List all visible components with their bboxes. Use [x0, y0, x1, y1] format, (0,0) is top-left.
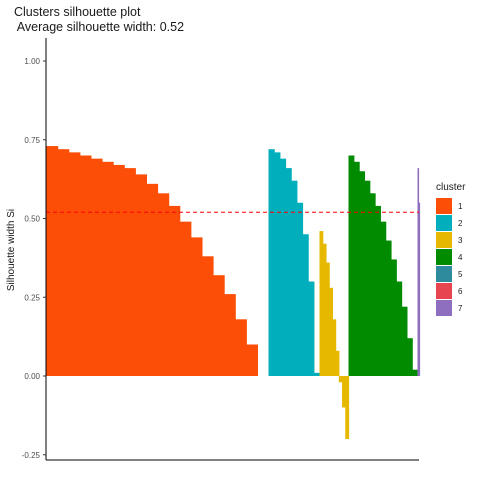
cluster-2-bar	[274, 152, 281, 376]
cluster-3-bar	[338, 376, 343, 383]
cluster-1-bar	[46, 146, 59, 376]
cluster-7-bar	[417, 168, 420, 376]
legend-label-7: 7	[458, 304, 463, 313]
cluster-1-bar	[190, 237, 203, 376]
cluster-3-bar	[322, 243, 327, 376]
cluster-2-bar	[279, 158, 287, 376]
cluster-3-bar	[335, 350, 340, 376]
legend-label-4: 4	[458, 253, 463, 262]
legend-title: cluster	[436, 182, 466, 193]
cluster-3-bar	[342, 376, 346, 408]
cluster-3-bar	[329, 287, 333, 376]
cluster-2-bar	[285, 168, 292, 376]
cluster-1-bar	[235, 319, 247, 376]
y-tick-label: 0.50	[24, 215, 40, 224]
cluster-4-bar	[412, 369, 419, 376]
legend-label-3: 3	[458, 236, 463, 245]
legend-label-6: 6	[458, 287, 463, 296]
legend-label-5: 5	[458, 270, 463, 279]
cluster-4-bar	[390, 259, 397, 376]
cluster-1-bar	[179, 221, 192, 376]
cluster-3-bar	[345, 376, 350, 439]
cluster-4-bar	[348, 155, 355, 376]
cluster-4-bar	[353, 161, 360, 376]
cluster-4-bar	[406, 338, 413, 376]
cluster-2-bar	[296, 202, 304, 376]
legend-swatch-2	[436, 215, 452, 231]
legend-swatch-4	[436, 249, 452, 265]
y-tick-label: 1.00	[24, 57, 40, 66]
chart-subtitle: Average silhouette width: 0.52	[14, 20, 184, 34]
cluster-2-bar	[313, 372, 321, 376]
cluster-2-bar	[302, 234, 309, 376]
cluster-4-bar	[385, 240, 392, 376]
cluster-1-bar	[201, 256, 214, 376]
legend-label-2: 2	[458, 219, 463, 228]
legend: cluster 1 2 3 4 5 6 7	[436, 182, 466, 316]
cluster-1-bar	[113, 164, 125, 376]
cluster-1-bar	[90, 158, 103, 376]
y-tick-label: -0.25	[22, 451, 41, 460]
y-ticks-group: -0.25 0.00 0.25 0.50 0.75 1.00	[22, 57, 46, 460]
cluster-1-bar	[79, 155, 92, 376]
legend-swatch-6	[436, 283, 452, 299]
cluster-4-bar	[369, 193, 376, 376]
cluster-7-bar	[418, 202, 421, 376]
y-tick-label: 0.00	[24, 372, 40, 381]
cluster-1-bar	[135, 174, 147, 376]
chart-title: Clusters silhouette plot	[14, 5, 141, 19]
cluster-4-bar	[396, 281, 403, 376]
cluster-3-bar	[325, 262, 330, 376]
cluster-1-bar	[224, 294, 236, 376]
cluster-4-bar	[364, 180, 371, 376]
cluster-4-bar	[359, 171, 366, 376]
cluster-1-bar	[146, 183, 159, 376]
legend-swatch-1	[436, 198, 452, 214]
y-tick-label: 0.75	[24, 136, 40, 145]
legend-swatch-3	[436, 232, 452, 248]
y-tick-label: 0.25	[24, 293, 40, 302]
cluster-1-bar	[157, 193, 170, 376]
cluster-4-bar	[401, 306, 408, 376]
cluster-1-bar	[68, 152, 81, 376]
bars-group	[46, 146, 421, 439]
y-axis-label: Silhouette width Si	[6, 209, 17, 291]
legend-label-1: 1	[458, 202, 463, 211]
cluster-1-bar	[57, 149, 70, 376]
cluster-1-bar	[168, 205, 181, 376]
cluster-2-bar	[308, 281, 315, 376]
cluster-1-bar	[124, 168, 136, 376]
cluster-1-bar	[102, 161, 114, 376]
cluster-4-bar	[375, 205, 381, 376]
legend-swatch-5	[436, 266, 452, 282]
cluster-1-bar	[246, 344, 258, 376]
cluster-1-bar	[213, 275, 225, 376]
cluster-4-bar	[380, 221, 387, 376]
cluster-3-bar	[332, 319, 337, 376]
legend-swatch-7	[436, 300, 452, 316]
cluster-2-bar	[291, 180, 298, 376]
cluster-2-bar	[268, 149, 275, 376]
cluster-3-bar	[319, 231, 324, 376]
